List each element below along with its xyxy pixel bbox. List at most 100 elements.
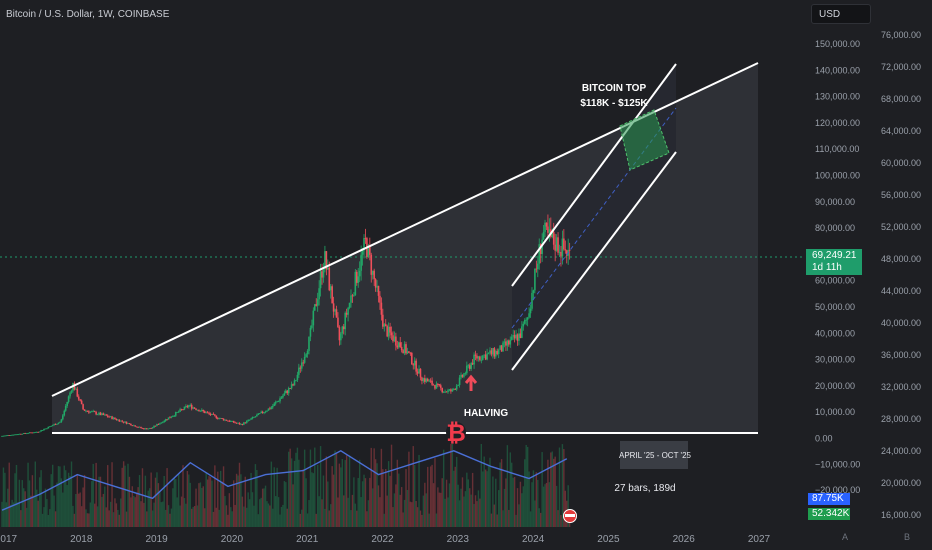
candle-body <box>247 419 249 421</box>
candle-body <box>147 428 150 430</box>
candle-body <box>183 406 186 410</box>
volume-bar <box>122 461 125 527</box>
candle-body <box>154 425 157 427</box>
candle-body <box>319 271 322 289</box>
candle-body <box>563 238 565 250</box>
volume-bar <box>544 484 546 527</box>
volume-bar <box>230 507 232 527</box>
volume-bar <box>125 511 128 527</box>
volume-bar <box>484 469 487 527</box>
volume-bar <box>421 514 423 527</box>
candle-body <box>512 335 514 337</box>
candle-body <box>40 430 42 432</box>
candle-body <box>293 380 296 386</box>
volume-bar <box>25 507 28 527</box>
candle-body <box>302 362 304 364</box>
volume-bar <box>264 485 267 527</box>
candle-body <box>431 380 433 385</box>
volume-bar <box>315 513 317 527</box>
candle-body <box>277 401 280 403</box>
y-inner-tick-label: 50,000.00 <box>815 302 855 312</box>
volume-bar <box>72 505 74 527</box>
candle-body <box>179 409 181 412</box>
candle-body <box>487 352 490 354</box>
candle-body <box>340 333 342 341</box>
candle-body <box>173 415 176 417</box>
currency-button[interactable]: USD <box>811 4 871 24</box>
volume-bar <box>192 506 194 527</box>
volume-bar <box>195 488 197 527</box>
candle-body <box>193 407 196 409</box>
volume-bar <box>406 489 409 527</box>
candle-body <box>382 314 384 327</box>
volume-bar <box>159 490 161 527</box>
candle-body <box>264 411 267 413</box>
candle-body <box>409 352 412 354</box>
volume-bar <box>379 497 381 527</box>
volume-bar <box>151 510 154 527</box>
candle-body <box>399 342 402 347</box>
volume-bar <box>382 469 384 527</box>
volume-bar <box>312 473 315 527</box>
volume-bar <box>141 468 144 527</box>
volume-bar <box>105 507 107 527</box>
candle-body <box>54 424 57 426</box>
candle-body <box>148 428 151 429</box>
volume-bar <box>279 514 281 527</box>
volume-bar <box>522 486 525 527</box>
candle-body <box>426 378 429 382</box>
volume-bar <box>324 508 326 527</box>
candle-body <box>434 385 436 389</box>
candle-body <box>481 355 484 360</box>
date-range-box[interactable] <box>620 441 688 469</box>
candle-body <box>282 395 284 398</box>
volume-bar <box>405 469 407 527</box>
candle-body <box>371 270 374 275</box>
bitcoin-logo-backdrop <box>446 422 466 442</box>
wedge-fill <box>52 63 758 433</box>
candle-body <box>454 389 457 390</box>
channel-upper-line[interactable] <box>511 63 677 287</box>
candle-body <box>508 340 510 345</box>
candle-body <box>70 390 73 393</box>
candle-body <box>216 418 219 419</box>
volume-bar <box>107 465 109 527</box>
volume-bar <box>27 462 29 527</box>
volume-bar <box>473 503 475 527</box>
y-outer-tick-label: 20,000.00 <box>881 478 921 488</box>
volume-bar <box>528 471 530 527</box>
candle-body <box>256 414 258 417</box>
bar-countdown: 1d 11h <box>812 262 842 273</box>
volume-bar <box>403 499 406 527</box>
candle-body <box>492 348 494 355</box>
volume-bar <box>102 493 105 527</box>
volume-bar <box>73 513 76 527</box>
candle-body <box>138 426 141 428</box>
top-range-annotation: $118K - $125K <box>580 98 648 109</box>
volume-bar <box>24 491 26 527</box>
volume-bar <box>238 462 241 527</box>
volume-bar <box>376 463 378 527</box>
volume-bar <box>189 482 191 527</box>
candle-body <box>53 424 55 426</box>
volume-bar <box>343 495 345 527</box>
candle-body <box>361 250 364 255</box>
candle-body <box>444 391 446 393</box>
candle-body <box>44 428 47 430</box>
volume-bar <box>65 470 67 527</box>
volume-bar <box>202 486 204 527</box>
volume-bar <box>524 459 526 527</box>
volume-bar <box>386 495 388 527</box>
channel-lower-line[interactable] <box>511 151 677 371</box>
candle-body <box>69 392 71 397</box>
candle-body <box>350 295 352 303</box>
candle-body <box>548 229 551 233</box>
volume-bar <box>385 468 387 527</box>
target-zone[interactable] <box>619 109 670 171</box>
candle-body <box>248 419 251 421</box>
volume-bar <box>135 492 138 527</box>
candle-body <box>386 326 388 337</box>
volume-bar <box>221 481 223 527</box>
candle-body <box>98 412 100 415</box>
